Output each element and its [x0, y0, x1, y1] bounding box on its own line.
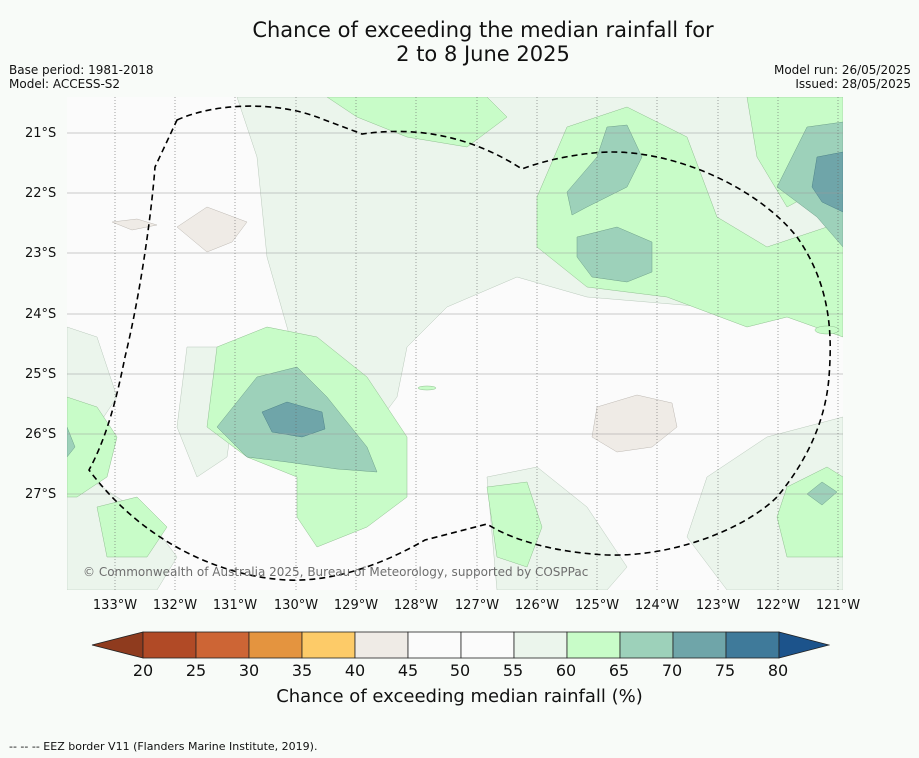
lat-label-22s: 22°S [25, 186, 57, 201]
lon-label-125w: 125°W [574, 598, 620, 613]
model-text: Model: ACCESS-S2 [9, 77, 121, 91]
colorbar-tick-25: 25 [185, 661, 207, 680]
lon-label-124w: 124°W [634, 598, 680, 613]
colorbar-tick-35: 35 [291, 661, 313, 680]
colorbar-tick-70: 70 [661, 661, 683, 680]
lon-label-122w: 122°W [755, 598, 801, 613]
colorbar-cells [91, 631, 830, 659]
lon-label-129w: 129°W [333, 598, 379, 613]
right-metadata: Model run: 26/05/2025 Issued: 28/05/2025 [774, 63, 911, 91]
lon-label-130w: 130°W [273, 598, 319, 613]
colorbar-tick-60: 60 [555, 661, 577, 680]
lat-label-23s: 23°S [25, 246, 57, 261]
lat-label-24s: 24°S [25, 307, 57, 322]
colorbar-cell [725, 631, 780, 659]
lat-label-26s: 26°S [25, 427, 57, 442]
model-run-text: Model run: 26/05/2025 [773, 63, 911, 77]
forecast-map [67, 97, 843, 590]
colorbar-tick-55: 55 [502, 661, 524, 680]
lon-label-132w: 132°W [152, 598, 198, 613]
title-line-2: 2 to 8 June 2025 [396, 42, 570, 66]
colorbar-cell [301, 631, 356, 659]
lon-label-128w: 128°W [393, 598, 439, 613]
colorbar-tick-40: 40 [344, 661, 366, 680]
colorbar-tick-75: 75 [714, 661, 736, 680]
colorbar-cell [407, 631, 462, 659]
colorbar-cell [672, 631, 727, 659]
base-period-text: Base period: 1981-2018 [9, 63, 154, 77]
eez-border [88, 105, 832, 581]
colorbar-tick-20: 20 [132, 661, 154, 680]
lon-label-133w: 133°W [92, 598, 138, 613]
colorbar-tick-45: 45 [397, 661, 419, 680]
colorbar-tick-65: 65 [608, 661, 630, 680]
colorbar-cell [513, 631, 568, 659]
colorbar-label: Chance of exceeding median rainfall (%) [276, 686, 643, 707]
lat-label-27s: 27°S [25, 487, 57, 502]
lon-label-123w: 123°W [695, 598, 741, 613]
colorbar-cell [354, 631, 409, 659]
left-metadata: Base period: 1981-2018 Model: ACCESS-S2 [9, 63, 154, 91]
colorbar-cell [195, 631, 250, 659]
colorbar-cell [460, 631, 515, 659]
colorbar-cell [619, 631, 674, 659]
copyright-notice: © Commonwealth of Australia 2025, Bureau… [83, 565, 589, 579]
colorbar-tick-50: 50 [449, 661, 471, 680]
colorbar-cell [142, 631, 197, 659]
colorbar-cell [248, 631, 303, 659]
colorbar-tick-80: 80 [767, 661, 789, 680]
lon-label-126w: 126°W [514, 598, 560, 613]
longitude-gridlines [114, 97, 839, 590]
latitude-gridlines [67, 132, 843, 495]
lon-label-127w: 127°W [454, 598, 500, 613]
band-70-75 [261, 151, 843, 438]
colorbar-tick-30: 30 [238, 661, 260, 680]
lat-label-25s: 25°S [25, 367, 57, 382]
colorbar-cell [566, 631, 621, 659]
lon-label-121w: 121°W [815, 598, 861, 613]
lon-label-131w: 131°W [212, 598, 258, 613]
colorbar-extend-high [778, 631, 830, 659]
colorbar-extend-low [91, 631, 144, 659]
issued-text: Issued: 28/05/2025 [795, 77, 911, 91]
map-title: Chance of exceeding the median rainfall … [0, 18, 919, 66]
lat-label-21s: 21°S [25, 126, 57, 141]
colorbar [91, 631, 830, 659]
eez-legend-footer: -- -- -- EEZ border V11 (Flanders Marine… [9, 740, 318, 753]
title-line-1: Chance of exceeding the median rainfall … [252, 18, 714, 42]
band-45-50 [111, 206, 678, 453]
